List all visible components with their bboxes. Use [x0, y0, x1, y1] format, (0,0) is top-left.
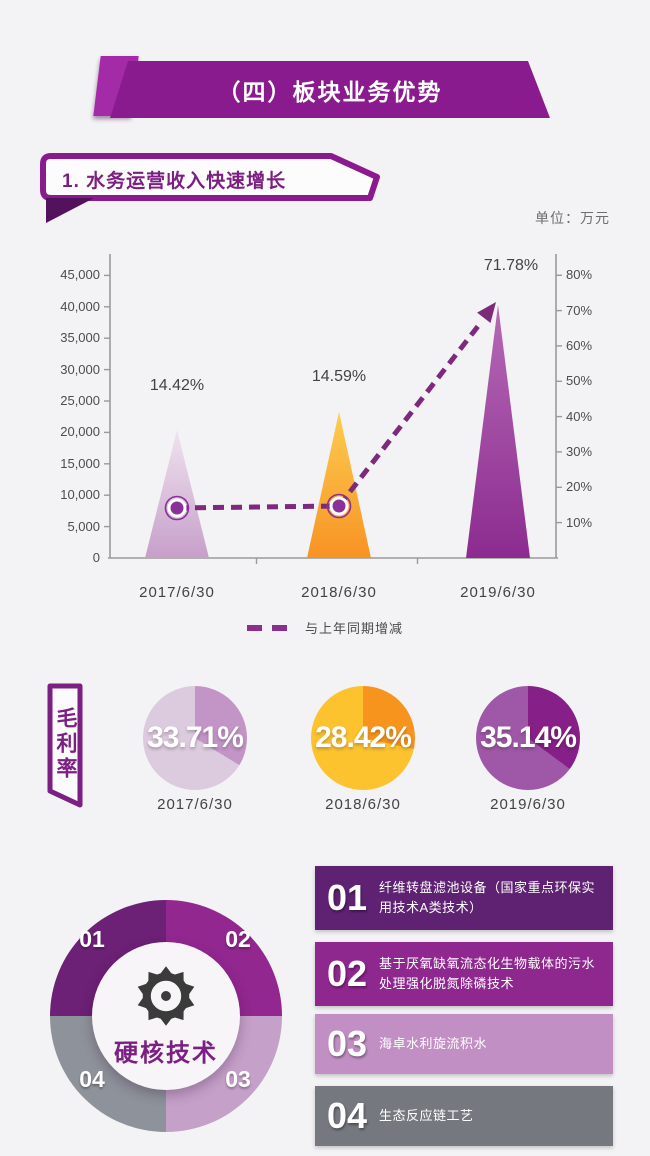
y-right-tick: 60%	[566, 338, 593, 353]
x-label-2019: 2019/6/30	[460, 584, 536, 601]
ring-num-03: 03	[225, 1066, 251, 1092]
unit-label: 单位：万元	[535, 210, 610, 226]
y-left-tick: 20,000	[60, 424, 100, 439]
tech-item-num: 01	[326, 877, 368, 918]
x-label-2018: 2018/6/30	[301, 584, 377, 601]
y-left-tick: 25,000	[60, 393, 100, 408]
y-left-tick: 15,000	[60, 456, 100, 471]
margin-banner-shape	[47, 683, 83, 808]
page-title-banner: （四）板块业务优势	[110, 61, 550, 118]
tech-center-label: 硬核技术	[114, 1039, 218, 1067]
y-left-tick: 0	[92, 550, 100, 565]
pie-value-2018: 28.42%	[315, 721, 412, 754]
triangle-2019	[466, 305, 530, 558]
triangle-2017	[145, 430, 209, 558]
tech-donut-ring: 01 02 03 04 硬核技术	[50, 900, 282, 1132]
tech-item-03: 03 海卓水利旋流积水	[315, 1014, 613, 1074]
section-ribbon-shape	[40, 153, 380, 201]
dashed-line-swatch	[246, 624, 293, 631]
y-right-tick: 70%	[566, 303, 593, 318]
chart-legend: 与上年同期增减	[0, 618, 650, 637]
margin-section-label: 毛利率	[54, 706, 77, 782]
tech-item-text: 纤维转盘滤池设备（国家重点环保实用技术A类技术）	[379, 879, 596, 915]
gear-icon	[137, 965, 195, 1026]
y-right-tick: 80%	[566, 267, 593, 282]
y-left-tick: 10,000	[60, 487, 100, 502]
revenue-chart-canvas	[104, 254, 562, 564]
tech-item-num: 02	[326, 953, 368, 994]
legend-label: 与上年同期增减	[304, 621, 403, 636]
ring-num-01: 01	[79, 926, 105, 952]
tech-donut-center: 硬核技术	[92, 942, 240, 1090]
y-right-tick: 10%	[566, 515, 593, 530]
growth-label-2018: 14.59%	[311, 368, 367, 385]
y-right-tick: 30%	[566, 444, 593, 459]
pie-date-2019: 2019/6/30	[490, 796, 566, 813]
y-left-tick: 5,000	[67, 519, 100, 534]
tech-item-01: 01 纤维转盘滤池设备（国家重点环保实用技术A类技术）	[315, 866, 613, 930]
marker-2017	[164, 495, 190, 521]
triangle-2018	[307, 412, 371, 558]
marker-2018	[326, 493, 352, 519]
tech-item-02: 02 基于厌氧缺氧流态化生物载体的污水处理强化脱氮除磷技术	[315, 942, 613, 1006]
tech-item-text: 海卓水利旋流积水	[379, 1035, 488, 1051]
growth-label-2019: 71.78%	[483, 257, 539, 274]
pie-value-2019: 35.14%	[480, 721, 577, 754]
y-left-tick: 45,000	[60, 267, 100, 282]
pie-2019: 35.14%	[476, 686, 580, 790]
y-left-tick: 35,000	[60, 330, 100, 345]
tech-item-text: 基于厌氧缺氧流态化生物载体的污水处理强化脱氮除磷技术	[379, 955, 596, 991]
section-title: 1. 水务运营收入快速增长	[62, 171, 287, 192]
tech-item-num: 03	[326, 1023, 368, 1064]
pie-date-2018: 2018/6/30	[325, 796, 401, 813]
growth-arrowhead	[477, 302, 496, 323]
y-left-tick: 40,000	[60, 299, 100, 314]
y-right-tick: 50%	[566, 373, 593, 388]
page-title: （四）板块业务优势	[217, 78, 443, 105]
pie-value-2017: 33.71%	[147, 721, 244, 754]
y-right-tick: 20%	[566, 479, 593, 494]
tech-item-num: 04	[326, 1095, 368, 1136]
tech-item-text: 生态反应链工艺	[379, 1107, 474, 1123]
x-label-2017: 2017/6/30	[139, 584, 215, 601]
growth-label-2017: 14.42%	[149, 377, 205, 394]
y-right-tick: 40%	[566, 409, 593, 424]
ring-num-04: 04	[79, 1066, 105, 1092]
tech-item-04: 04 生态反应链工艺	[315, 1086, 613, 1146]
pie-2018: 28.42%	[311, 686, 415, 790]
y-left-tick: 30,000	[60, 362, 100, 377]
pie-date-2017: 2017/6/30	[157, 796, 233, 813]
pie-2017: 33.71%	[143, 686, 247, 790]
ring-num-02: 02	[225, 926, 251, 952]
